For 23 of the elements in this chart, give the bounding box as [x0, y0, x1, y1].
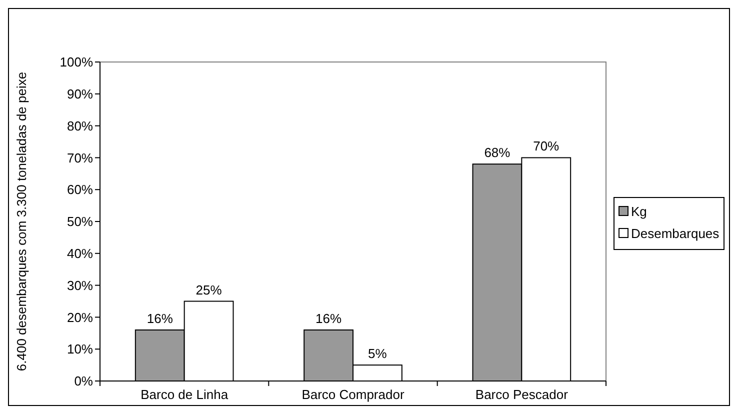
legend-label: Desembarques — [631, 226, 720, 242]
y-tick-label: 40% — [66, 246, 94, 261]
y-tick-label: 10% — [66, 342, 94, 357]
data-label: 25% — [196, 282, 222, 298]
y-tick-label: 80% — [66, 118, 94, 134]
data-label: 5% — [368, 346, 388, 362]
legend-label: Kg — [631, 204, 647, 220]
data-label: 16% — [316, 310, 342, 326]
x-tick-label: Barco Pescador — [475, 387, 569, 402]
x-tick-label: Barco Comprador — [302, 387, 405, 402]
x-tick-label: Barco de Linha — [140, 387, 229, 402]
y-tick-label: 60% — [66, 182, 94, 198]
data-label: 16% — [146, 310, 174, 326]
y-tick-label: 100% — [60, 54, 94, 70]
y-tick-label: 30% — [66, 278, 94, 293]
y-tick-label: 70% — [66, 150, 94, 166]
data-label: 68% — [484, 145, 511, 160]
y-tick-label: 90% — [66, 86, 94, 102]
y-tick-label: 20% — [66, 310, 94, 325]
y-tick-label: 0% — [74, 374, 94, 389]
y-tick-label: 50% — [66, 214, 94, 230]
data-label: 70% — [533, 138, 560, 154]
y-axis-title: 6.400 desembarques com 3.300 toneladas de peixe — [14, 72, 29, 372]
